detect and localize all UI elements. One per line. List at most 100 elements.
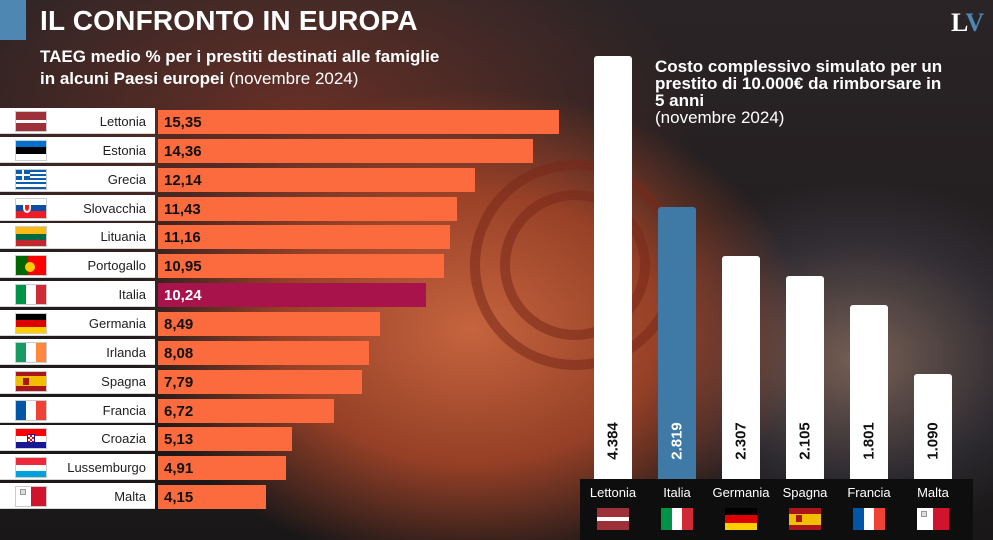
tick-label: Irlanda	[106, 344, 146, 360]
bar: 12,14	[158, 167, 476, 192]
portugal-flag	[15, 255, 47, 277]
logo-letter-v: V	[965, 8, 985, 37]
data-label: 11,43	[164, 200, 201, 218]
data-label: 2.307	[732, 422, 750, 460]
tick-label: Spagna	[782, 485, 828, 500]
tick-label: Lettonia	[589, 485, 637, 500]
bar-row: Lettonia 15,35	[0, 108, 560, 134]
column-chart-base-panel	[580, 479, 973, 540]
country-label-cell: Irlanda	[0, 338, 155, 365]
right-chart-title-text: Costo complessivo simulato per un presti…	[655, 57, 943, 110]
italy-flag	[15, 284, 47, 306]
tick-label: Lituania	[100, 229, 146, 245]
right-chart-date: (novembre 2024)	[655, 108, 785, 127]
italy-flag	[661, 508, 693, 530]
bar: 7,79	[158, 369, 362, 394]
country-label-cell: Lituania	[0, 223, 155, 250]
lithuania-flag	[15, 226, 47, 248]
data-label: 10,95	[164, 258, 202, 276]
data-label: 5,13	[164, 431, 194, 449]
data-label: 4.384	[604, 422, 622, 460]
bar-row: Spagna 7,79	[0, 367, 560, 394]
right-chart-title: Costo complessivo simulato per un presti…	[655, 58, 955, 126]
country-label-cell: Italia	[0, 281, 155, 308]
logo-letter-l: L	[951, 8, 969, 37]
country-label-cell: Malta	[0, 483, 155, 510]
bar-row: Estonia 14,36	[0, 136, 560, 163]
data-label: 14,36	[164, 142, 202, 160]
tick-label: Croazia	[101, 431, 146, 447]
column: 1.090	[914, 373, 952, 479]
data-label: 2.819	[668, 422, 686, 460]
column: 4.384	[594, 56, 632, 479]
data-label: 1.801	[860, 422, 878, 460]
bar-row: Germania 8,49	[0, 309, 560, 336]
data-label: 1.090	[924, 422, 942, 460]
right-column-chart: 4.384 Lettonia 2.819 Italia 2.307 Germania 2.1…	[578, 0, 993, 540]
tick-label: Malta	[917, 485, 949, 500]
bar: 4,15	[158, 485, 267, 510]
data-label: 8,49	[164, 315, 194, 333]
column: 2.307	[722, 256, 760, 479]
bar: 15,35	[158, 110, 559, 134]
bar: 4,91	[158, 456, 287, 481]
title-accent-block	[0, 0, 26, 40]
country-label-cell: Lettonia	[0, 108, 155, 134]
data-label: 10,24	[164, 287, 202, 305]
bar-row: Lituania 11,16	[0, 223, 560, 250]
bar: 5,13	[158, 427, 292, 452]
bar-row: Grecia 12,14	[0, 165, 560, 192]
bar: 8,49	[158, 311, 380, 336]
country-label-cell: Lussemburgo	[0, 454, 155, 481]
france-flag	[853, 508, 885, 530]
bar: 14,36	[158, 138, 534, 163]
country-label-cell: Estonia	[0, 136, 155, 163]
tick-label: Spagna	[101, 373, 146, 389]
spain-flag	[15, 370, 47, 392]
column: 2.819	[658, 207, 696, 479]
greece-flag	[15, 168, 47, 190]
germany-flag	[725, 508, 757, 530]
data-label: 12,14	[164, 171, 202, 189]
tick-label: Portogallo	[87, 258, 146, 274]
tick-label: Francia	[847, 485, 891, 500]
croatia-flag	[15, 428, 47, 450]
left-bar-chart: Lettonia 15,35 Estonia 14,36 Grecia 12,14 Slov…	[0, 108, 560, 514]
country-label-cell: Francia	[0, 396, 155, 423]
subtitle-line-1: TAEG medio % per i prestiti destinati al…	[40, 47, 440, 66]
bar-row: Portogallo 10,95	[0, 252, 560, 279]
germany-flag	[15, 312, 47, 334]
malta-flag	[15, 486, 47, 508]
bar-row: Irlanda 8,08	[0, 338, 560, 365]
slovakia-flag	[15, 197, 47, 219]
tick-label: Lettonia	[99, 114, 146, 129]
tick-label: Francia	[102, 402, 146, 418]
left-chart-subtitle: TAEG medio % per i prestiti destinati al…	[40, 46, 510, 90]
spain-flag	[789, 508, 821, 530]
bar: 11,43	[158, 196, 457, 221]
background-coin	[500, 190, 650, 340]
tick-label: Slovacchia	[83, 200, 146, 216]
subtitle-date: (novembre 2024)	[228, 69, 359, 88]
tick-label: Italia	[118, 287, 146, 303]
data-label: 4,91	[164, 460, 194, 478]
tick-label: Lussemburgo	[67, 460, 146, 476]
country-label-cell: Germania	[0, 309, 155, 336]
bar: 10,95	[158, 254, 445, 279]
data-label: 4,15	[164, 489, 194, 507]
data-label: 15,35	[164, 114, 202, 131]
tick-label: Germania	[88, 315, 146, 331]
tick-label: Malta	[114, 489, 146, 505]
bar-row: Croazia 5,13	[0, 425, 560, 452]
latvia-flag	[15, 111, 47, 132]
country-label-cell: Spagna	[0, 367, 155, 394]
tick-label: Italia	[663, 485, 691, 500]
bar-row: Malta 4,15	[0, 483, 560, 510]
bar-row: Francia 6,72	[0, 396, 560, 423]
subtitle-line-2: in alcuni Paesi europei	[40, 69, 225, 88]
bar-row: Lussemburgo 4,91	[0, 454, 560, 481]
bar-row: Slovacchia 11,43	[0, 194, 560, 221]
data-label: 7,79	[164, 373, 194, 391]
column: 2.105	[786, 275, 824, 479]
country-label-cell: Grecia	[0, 165, 155, 192]
